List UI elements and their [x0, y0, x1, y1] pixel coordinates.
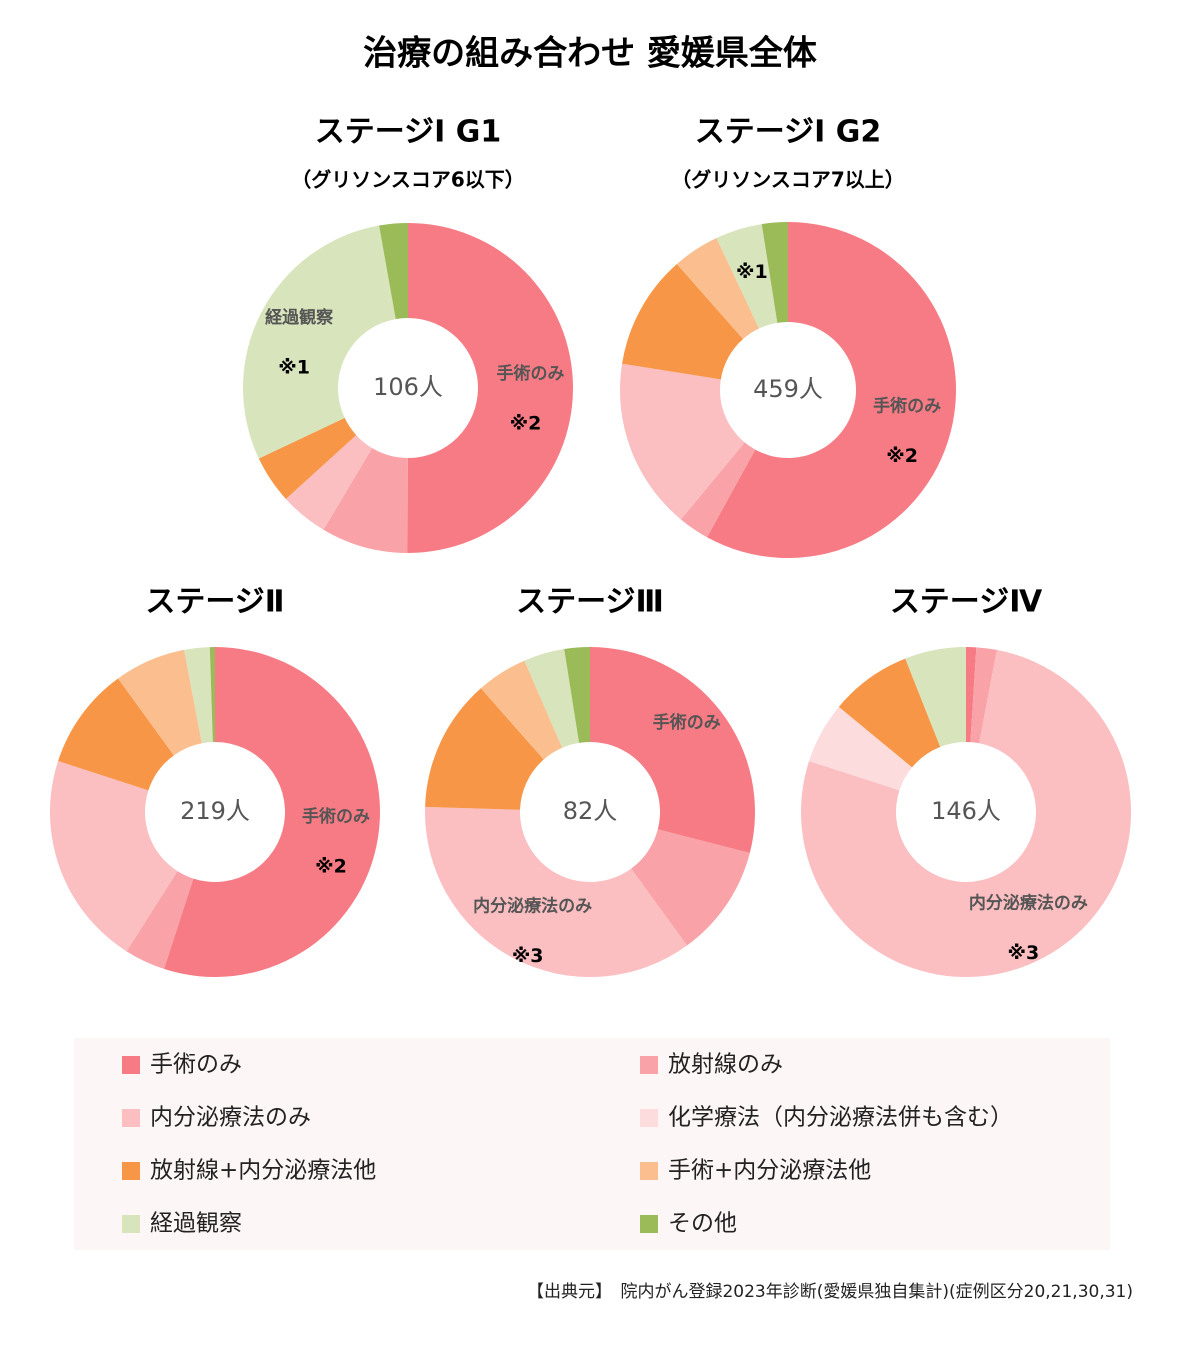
segment-label: 内分泌療法のみ	[969, 892, 1088, 913]
legend-swatch	[640, 1109, 658, 1127]
donut-segment	[707, 222, 956, 558]
donut-segment	[407, 223, 573, 553]
page-title: 治療の組み合わせ 愛媛県全体	[363, 34, 817, 74]
donut-segment	[801, 649, 1132, 977]
legend-label: 放射線+内分泌療法他	[150, 1158, 376, 1184]
segment-label: 手術のみ	[496, 363, 564, 384]
center-label: 82人	[563, 797, 618, 825]
donut-segment	[58, 678, 174, 791]
chart-subtitle: （グリソンスコア7以上）	[671, 168, 905, 192]
donut-segment	[838, 658, 941, 768]
segment-label: 手術のみ	[873, 396, 941, 417]
donut-segment	[970, 647, 997, 744]
donut-segment	[524, 649, 580, 748]
segment-note: ※3	[512, 945, 544, 967]
donut-segment	[184, 647, 213, 744]
chart-subtitle: （グリソンスコア6以下）	[291, 168, 525, 192]
legend-swatch	[122, 1215, 140, 1233]
donut-segment	[164, 647, 381, 977]
donut-segment	[425, 806, 687, 977]
segment-note: ※3	[1008, 942, 1040, 964]
segment-label: 経過観察	[265, 307, 334, 328]
legend-label: その他	[668, 1211, 737, 1237]
donut-segment	[126, 871, 194, 969]
legend-swatch	[640, 1162, 658, 1180]
segment-label: 手術のみ	[653, 712, 721, 733]
donut-segment	[590, 647, 756, 854]
center-label: 146人	[931, 797, 1001, 825]
donut-segment	[425, 688, 544, 810]
legend-label: 放射線のみ	[668, 1052, 783, 1078]
donut-segment	[243, 225, 396, 459]
donut-segment	[480, 660, 563, 760]
center-label: 106人	[373, 373, 443, 401]
donut-segment	[631, 829, 750, 946]
segment-note: ※1	[736, 261, 768, 283]
donut-segment	[676, 237, 760, 339]
segment-note: ※2	[315, 856, 347, 878]
segment-label: 手術のみ	[302, 806, 370, 827]
segment-note: ※2	[510, 413, 542, 435]
donut-segment	[49, 761, 178, 952]
donut-segment	[323, 448, 408, 553]
chart-title: ステージⅢ	[516, 585, 664, 620]
segment-note: ※2	[886, 445, 918, 467]
donut-segment	[809, 706, 913, 791]
source-note: 【出典元】 院内がん登録2023年診断(愛媛県独自集計)(症例区分20,21,3…	[527, 1282, 1133, 1302]
donut-segment	[285, 435, 373, 530]
donut-segment	[622, 263, 744, 380]
legend-label: 手術+内分泌療法他	[668, 1158, 871, 1184]
donut-segment	[905, 647, 966, 747]
legend-swatch	[122, 1162, 140, 1180]
donut-segment	[118, 649, 202, 756]
donut-segment	[761, 222, 788, 323]
donut-segment	[209, 647, 215, 743]
center-label: 219人	[180, 797, 250, 825]
donut-segment	[966, 647, 977, 743]
legend-swatch	[122, 1109, 140, 1127]
legend-swatch	[122, 1056, 140, 1074]
donut-segment	[258, 417, 357, 499]
donut-segment	[564, 647, 590, 743]
donut-segment	[620, 363, 745, 520]
segment-note: ※1	[278, 356, 310, 378]
legend-box	[74, 1038, 1110, 1250]
legend-swatch	[640, 1056, 658, 1074]
chart-title: ステージⅡ	[145, 585, 284, 620]
donut-segment	[716, 224, 778, 329]
donut-segment	[379, 223, 408, 320]
segment-label: 内分泌療法のみ	[473, 895, 592, 916]
legend-label: 経過観察	[150, 1211, 242, 1237]
legend-label: 手術のみ	[150, 1052, 242, 1078]
chart-title: ステージⅠ G1	[315, 115, 502, 150]
center-label: 459人	[753, 375, 823, 403]
legend-swatch	[640, 1215, 658, 1233]
legend-label: 内分泌療法のみ	[150, 1105, 311, 1131]
chart-title: ステージⅣ	[890, 585, 1042, 620]
legend-label: 化学療法（内分泌療法併も含む）	[668, 1105, 1013, 1131]
chart-title: ステージⅠ G2	[695, 115, 882, 150]
donut-segment	[680, 442, 756, 538]
